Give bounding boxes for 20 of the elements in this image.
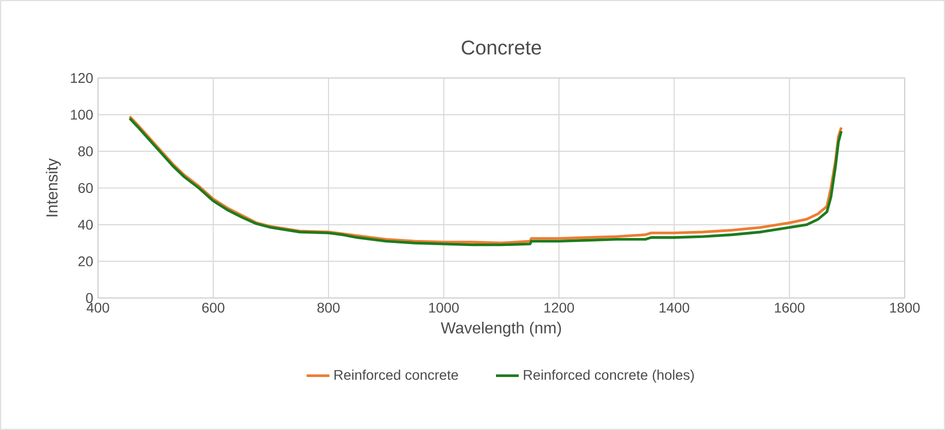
x-tick-label: 1000: [429, 302, 459, 313]
x-tick-label: 1200: [544, 302, 574, 313]
y-tick-label: 40: [78, 220, 93, 230]
x-tick-label: 600: [202, 302, 224, 313]
x-tick-label: 1400: [660, 302, 690, 313]
y-tick-label: 0: [86, 293, 93, 303]
x-tick-label: 1800: [890, 302, 920, 313]
y-axis-title: Intensity: [46, 158, 61, 216]
chart-title: Concrete: [462, 40, 542, 55]
x-tick-label: 1600: [774, 302, 804, 313]
y-tick-label: 120: [71, 73, 93, 83]
y-tick-label: 100: [71, 110, 93, 120]
legend-label: Reinforced concrete (holes): [524, 370, 694, 383]
legend-label: Reinforced concrete: [334, 370, 458, 380]
y-tick-label: 60: [78, 183, 93, 193]
y-tick-label: 80: [78, 146, 93, 156]
y-tick-label: 20: [78, 256, 93, 266]
x-tick-label: 400: [86, 302, 110, 313]
x-axis-title: Wavelength (nm): [440, 322, 561, 337]
x-tick-label: 800: [317, 302, 340, 313]
